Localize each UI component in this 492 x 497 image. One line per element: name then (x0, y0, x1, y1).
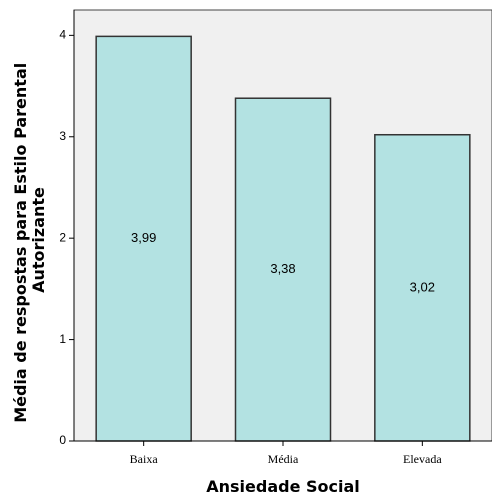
x-tick-label: Média (268, 452, 299, 466)
y-axis-title-line-1: Média de respostas para Estilo Parental (11, 63, 30, 423)
y-axis-title-line-2: Autorizante (29, 187, 48, 293)
y-tick-label: 1 (59, 332, 66, 346)
y-tick-label: 4 (59, 28, 66, 42)
y-tick-label: 3 (59, 129, 66, 143)
x-axis-title: Ansiedade Social (206, 477, 360, 496)
bars: 3,99 3,38 3,02 (95, 35, 471, 442)
y-axis-title: Média de respostas para Estilo Parental … (11, 57, 48, 423)
x-tick-label: Baixa (130, 452, 159, 466)
y-tick-label: 0 (59, 433, 66, 447)
y-tick-label: 2 (59, 230, 66, 244)
bar-elevada (374, 133, 471, 442)
x-axis: Baixa Média Elevada (74, 440, 492, 466)
data-label: 3,99 (131, 230, 156, 245)
x-tick-label: Elevada (403, 452, 442, 466)
data-label: 3,38 (270, 261, 295, 276)
bar-média (234, 97, 332, 442)
bar-baixa (95, 35, 192, 442)
y-axis: 0 1 2 3 4 (59, 10, 75, 447)
data-label: 3,02 (410, 279, 435, 294)
